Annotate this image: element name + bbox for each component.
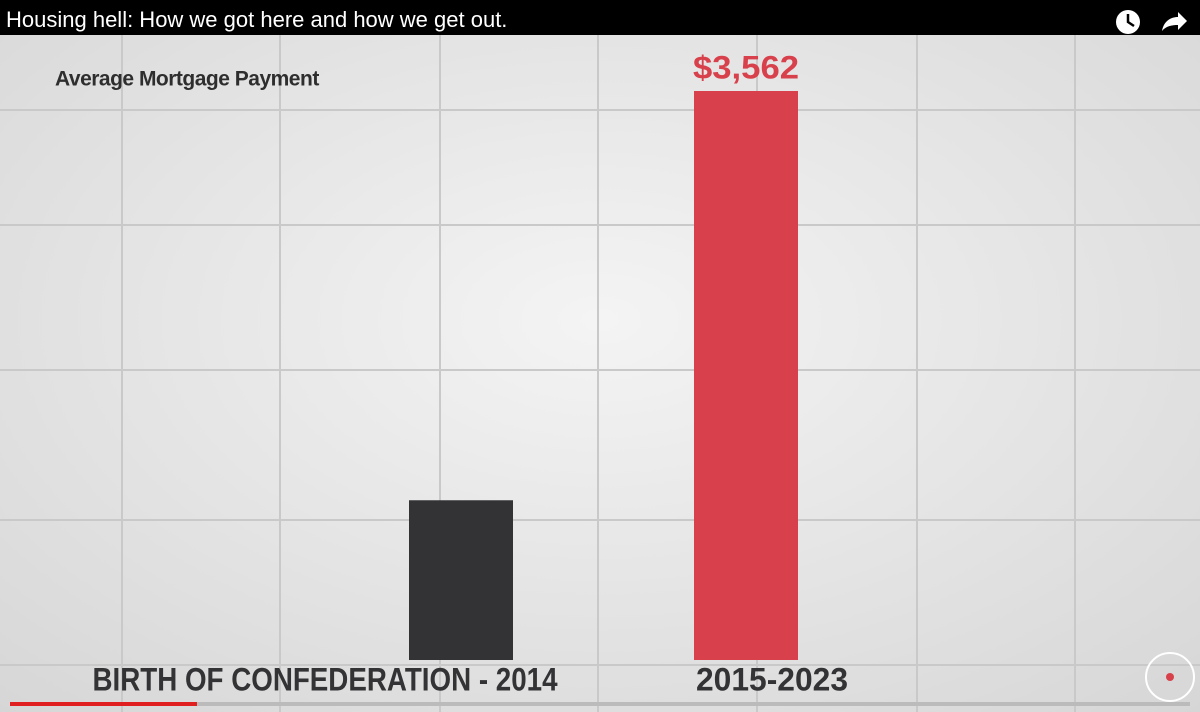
progress-played[interactable] xyxy=(10,702,197,706)
video-title[interactable]: Housing hell: How we got here and how we… xyxy=(6,7,507,32)
watch-later-icon[interactable] xyxy=(1116,10,1140,34)
x-tick-label: BIRTH OF CONFEDERATION - 2014 xyxy=(93,661,558,697)
value-label: $3,562 xyxy=(693,49,799,85)
progress-track[interactable] xyxy=(10,702,1190,706)
share-icon[interactable] xyxy=(1162,12,1187,31)
channel-logo xyxy=(1145,652,1195,702)
bar xyxy=(694,91,798,660)
title-bar xyxy=(0,0,1200,35)
chart-title: Average Mortgage Payment xyxy=(55,68,319,91)
bar xyxy=(409,500,513,660)
x-tick-label: 2015-2023 xyxy=(696,661,848,697)
